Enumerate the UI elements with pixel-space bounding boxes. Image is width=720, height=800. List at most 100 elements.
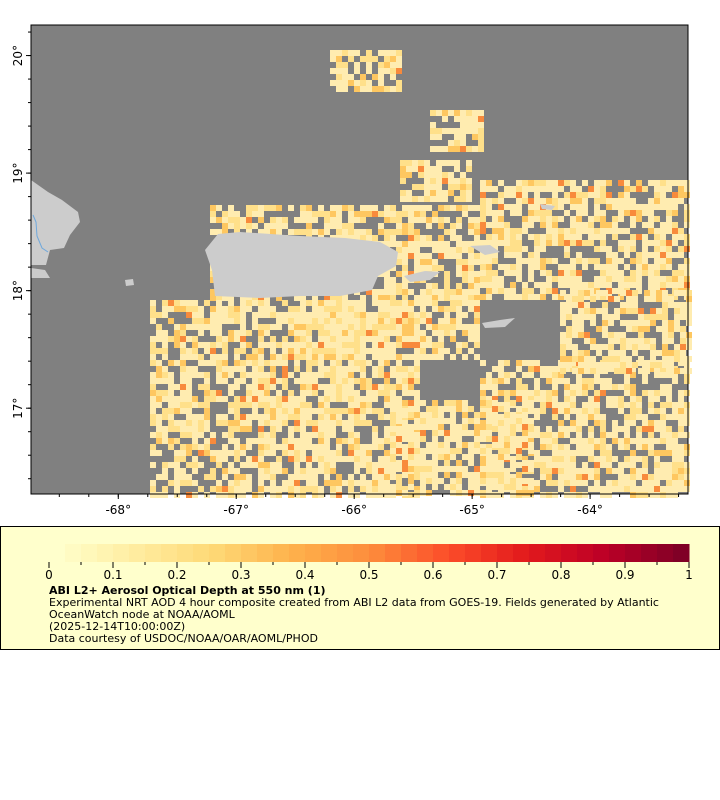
aod-cell [546,228,552,234]
aod-cell [570,456,576,462]
aod-cell [276,318,282,324]
aod-cell [186,462,192,468]
aod-cell [448,146,454,152]
aod-cell [390,366,396,372]
aod-cell [330,211,336,217]
aod-cell [504,234,510,240]
aod-cell [336,86,342,92]
aod-cell [560,338,566,344]
aod-cell [438,289,444,295]
aod-cell [468,472,474,478]
aod-cell [192,414,198,420]
aod-cell [306,205,312,211]
aod-cell [468,277,474,283]
aod-cell [684,378,690,384]
aod-cell [648,408,654,414]
aod-cell [474,229,480,235]
aod-cell [258,348,264,354]
aod-cell [264,330,270,336]
aod-cell [450,223,456,229]
aod-cell [258,450,264,456]
aod-cell [384,384,390,390]
aod-cell [312,300,318,306]
aod-cell [150,336,156,342]
aod-cell [306,420,312,426]
aod-cell [600,180,606,186]
aod-cell [408,330,414,336]
aod-cell [558,474,564,480]
aod-cell [684,276,690,282]
aod-cell [606,462,612,468]
aod-cell [596,290,602,296]
aod-cell [662,320,668,326]
aod-cell [396,217,402,223]
aod-cell [462,271,468,277]
aod-cell [654,198,660,204]
aod-cell [384,86,390,92]
aod-cell [474,241,480,247]
aod-cell [448,110,454,116]
aod-cell [396,436,402,442]
aod-cell [162,492,168,498]
aod-cell [306,348,312,354]
aod-cell [444,460,450,466]
aod-cell [354,211,360,217]
aod-cell [366,229,372,235]
aod-cell [342,295,348,301]
aod-cell [564,252,570,258]
aod-cell [504,246,510,252]
legend-description-2: OceanWatch node at NOAA/AOML [49,608,235,621]
aod-cell [450,406,456,412]
aod-cell [436,166,442,172]
aod-cell [656,308,662,314]
aod-cell [570,468,576,474]
aod-cell [342,366,348,372]
aod-cell [420,478,426,484]
aod-cell [540,444,546,450]
aod-cell [504,402,510,408]
aod-cell [412,184,418,190]
aod-cell [570,384,576,390]
aod-cell [312,426,318,432]
aod-cell [396,229,402,235]
aod-cell [618,396,624,402]
aod-cell [216,295,222,301]
aod-cell [234,336,240,342]
aod-cell [564,366,570,372]
aod-cell [504,204,510,210]
aod-cell [300,450,306,456]
aod-cell [360,348,366,354]
aod-cell [216,486,222,492]
aod-cell [644,314,650,320]
aod-cell [234,402,240,408]
aod-cell [396,289,402,295]
aod-cell [402,342,408,348]
aod-cell [558,378,564,384]
aod-cell [576,378,582,384]
aod-cell [656,350,662,356]
aod-cell [654,420,660,426]
aod-cell [414,229,420,235]
aod-cell [624,474,630,480]
aod-cell [614,350,620,356]
aod-cell [246,444,252,450]
aod-cell [264,396,270,402]
aod-cell [150,396,156,402]
aod-cell [432,259,438,265]
aod-cell [282,318,288,324]
aod-cell [660,180,666,186]
aod-cell [372,486,378,492]
aod-cell [396,211,402,217]
aod-cell [222,223,228,229]
aod-cell [528,276,534,282]
aod-cell [216,396,222,402]
aod-cell [162,408,168,414]
aod-cell [474,277,480,283]
aod-cell [564,462,570,468]
aod-cell [204,450,210,456]
aod-cell [552,480,558,486]
aod-cell [504,436,510,442]
aod-cell [258,420,264,426]
aod-cell [312,486,318,492]
aod-cell [306,300,312,306]
